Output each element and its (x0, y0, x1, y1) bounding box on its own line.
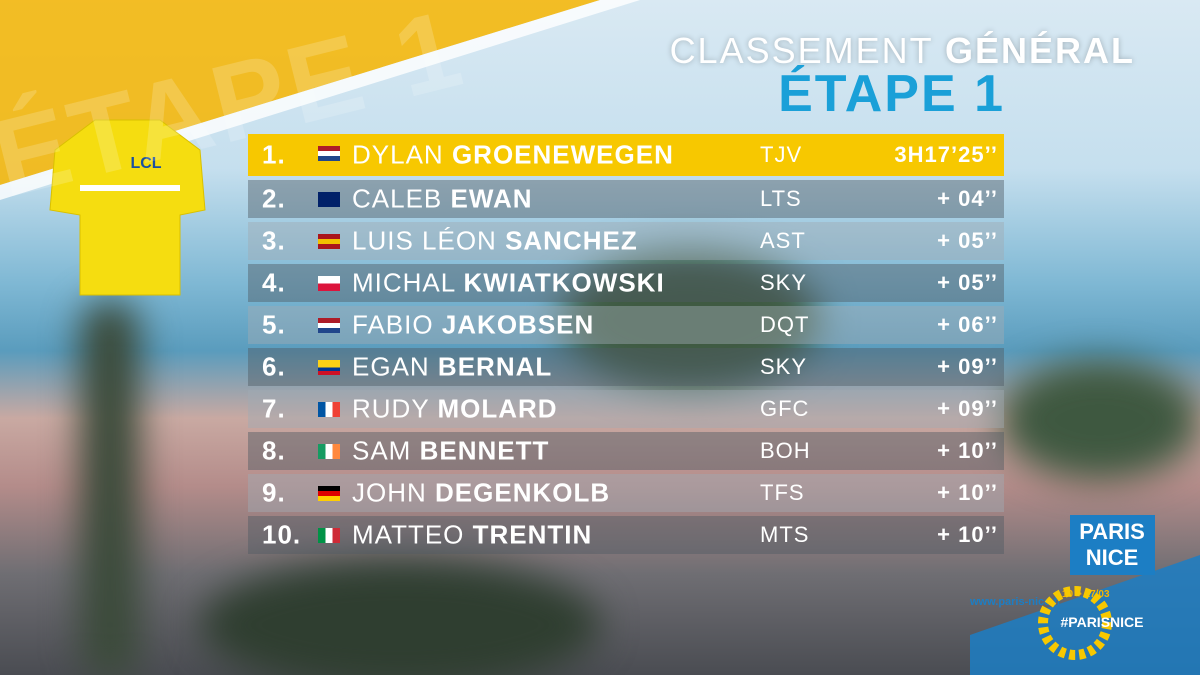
flag (318, 444, 340, 459)
first-name: FABIO (352, 309, 434, 340)
palm (560, 250, 820, 390)
title-bold: GÉNÉRAL (944, 30, 1135, 71)
flag (318, 486, 340, 501)
time: + 06’’ (937, 312, 998, 337)
rider-name: MICHAL KWIATKOWSKI (352, 268, 665, 299)
logo-line2: NICE (1086, 545, 1139, 570)
logo-hashtag: #PARISNICE (1061, 614, 1144, 630)
time: + 09’’ (937, 354, 998, 379)
first-name: LUIS LÉON (352, 225, 497, 256)
logo: PARIS NICE www.paris-nice.fr 10 > 17/03 … (970, 515, 1200, 675)
first-name: MICHAL (352, 267, 456, 298)
last-name: GROENEWEGEN (451, 139, 674, 170)
rank: 3. (262, 225, 286, 256)
flag (318, 528, 340, 543)
team: SKY (760, 270, 808, 295)
last-name: DEGENKOLB (435, 477, 611, 508)
standings: 1. DYLAN GROENEWEGEN TJV 3H17’25’’ 2. CALEB E… (248, 134, 1004, 558)
last-name: MOLARD (437, 393, 558, 424)
standing-row: 7. RUDY MOLARD GFC + 09’’ (248, 390, 1004, 428)
team: GFC (760, 396, 810, 421)
rank: 7. (262, 393, 286, 424)
team: LTS (760, 186, 802, 211)
standing-row: 3. LUIS LÉON SANCHEZ AST + 05’’ (248, 222, 1004, 260)
last-name: SANCHEZ (505, 225, 638, 256)
last-name: EWAN (450, 183, 533, 214)
standing-row: 2. CALEB EWAN LTS + 04’’ (248, 180, 1004, 218)
flag (318, 360, 340, 375)
first-name: SAM (352, 435, 412, 466)
flag (318, 276, 340, 291)
team: AST (760, 228, 806, 253)
flag (318, 402, 340, 417)
time: + 04’’ (937, 186, 998, 211)
team: MTS (760, 522, 810, 547)
last-name: JAKOBSEN (441, 309, 595, 340)
rank: 4. (262, 267, 286, 298)
rider-name: JOHN DEGENKOLB (352, 478, 610, 509)
rank: 1. (262, 139, 286, 170)
rider-name: MATTEO TRENTIN (352, 520, 592, 551)
team: DQT (760, 312, 810, 337)
first-name: CALEB (352, 183, 443, 214)
rank: 9. (262, 477, 286, 508)
title-line2: ÉTAPE 1 (778, 65, 1005, 123)
flag (318, 234, 340, 249)
rank: 2. (262, 183, 286, 214)
palm (1000, 360, 1200, 480)
rank: 5. (262, 309, 286, 340)
rider-name: EGAN BERNAL (352, 352, 552, 383)
team: TFS (760, 480, 805, 505)
rider-name: LUIS LÉON SANCHEZ (352, 226, 638, 257)
team: TJV (760, 142, 803, 167)
logo-line1: PARIS (1079, 519, 1145, 544)
last-name: BENNETT (419, 435, 550, 466)
rider-name: SAM BENNETT (352, 436, 549, 467)
flag (318, 318, 340, 333)
team: SKY (760, 354, 808, 379)
last-name: TRENTIN (472, 519, 593, 550)
standing-row: 1. DYLAN GROENEWEGEN TJV 3H17’25’’ (248, 134, 1004, 176)
time: + 09’’ (937, 396, 998, 421)
rider-name: RUDY MOLARD (352, 394, 558, 425)
rank: 8. (262, 435, 286, 466)
standing-row: 5. FABIO JAKOBSEN DQT + 06’’ (248, 306, 1004, 344)
time: + 10’’ (937, 480, 998, 505)
jersey: LCL (49, 119, 206, 296)
first-name: EGAN (352, 351, 430, 382)
first-name: RUDY (352, 393, 430, 424)
jersey-text: LCL (130, 155, 161, 172)
standing-row: 6. EGAN BERNAL SKY + 09’’ (248, 348, 1004, 386)
last-name: BERNAL (437, 351, 553, 382)
flag (318, 192, 340, 207)
palm-trunk (80, 300, 140, 675)
time: + 10’’ (937, 438, 998, 463)
first-name: MATTEO (352, 519, 465, 550)
last-name: KWIATKOWSKI (463, 267, 665, 298)
title-line1: CLASSEMENT GÉNÉRAL (670, 30, 1135, 72)
standing-row: 9. JOHN DEGENKOLB TFS + 10’’ (248, 474, 1004, 512)
rider-name: DYLAN GROENEWEGEN (352, 140, 674, 171)
rider-name: FABIO JAKOBSEN (352, 310, 594, 341)
time: 3H17’25’’ (894, 142, 998, 167)
standing-row: 8. SAM BENNETT BOH + 10’’ (248, 432, 1004, 470)
standing-row: 4. MICHAL KWIATKOWSKI SKY + 05’’ (248, 264, 1004, 302)
team: BOH (760, 438, 811, 463)
rank: 10. (262, 519, 302, 550)
rider-name: CALEB EWAN (352, 184, 533, 215)
title-light: CLASSEMENT (669, 30, 933, 71)
first-name: JOHN (352, 477, 427, 508)
palm (200, 560, 600, 675)
flag (318, 146, 340, 161)
logo-url: www.paris-nice.fr (970, 596, 1062, 608)
time: + 10’’ (937, 522, 998, 547)
first-name: DYLAN (352, 139, 444, 170)
rank: 6. (262, 351, 286, 382)
time: + 05’’ (937, 228, 998, 253)
time: + 05’’ (937, 270, 998, 295)
standing-row: 10. MATTEO TRENTIN MTS + 10’’ (248, 516, 1004, 554)
